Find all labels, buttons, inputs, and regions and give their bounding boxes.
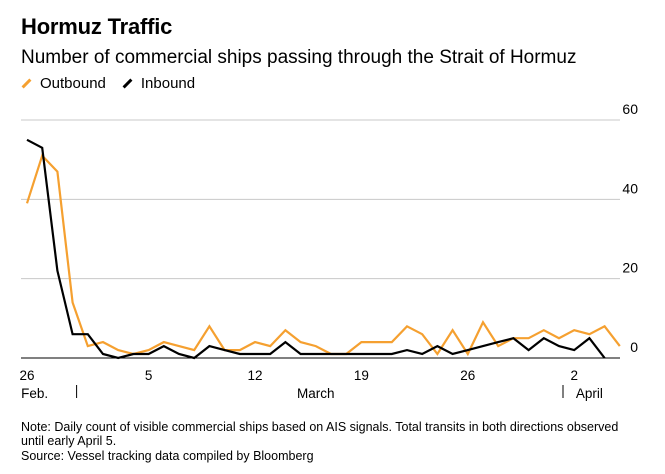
chart-source: Source: Vessel tracking data compiled by… [21, 449, 314, 463]
chart-note: Note: Daily count of visible commercial … [21, 420, 619, 448]
month-label: March [297, 386, 335, 401]
legend-label-inbound: Inbound [140, 75, 196, 92]
x-tick-label: 5 [145, 368, 153, 383]
legend-item-inbound: Inbound [122, 75, 195, 92]
chart-area: 0 20 40 60 26 5 12 19 26 2 Feb. March April [19, 101, 638, 401]
chart-subtitle: Number of commercial ships passing throu… [21, 47, 577, 68]
x-tick-label: 12 [247, 368, 262, 383]
legend: Outbound Inbound [21, 75, 211, 92]
chart-title: Hormuz Traffic [21, 14, 173, 39]
y-tick-label-0: 0 [630, 339, 638, 355]
month-label: Feb. [21, 386, 48, 401]
y-tick-label-60: 60 [622, 101, 638, 117]
legend-swatch-outbound [21, 78, 32, 89]
series-line-outbound [25, 153, 621, 357]
x-tick-label: 26 [460, 368, 475, 383]
legend-label-outbound: Outbound [40, 75, 106, 92]
y-tick-label-20: 20 [622, 260, 638, 276]
series-line-inbound [26, 138, 606, 360]
y-tick-label-40: 40 [622, 180, 638, 196]
legend-swatch-inbound [122, 78, 133, 89]
x-tick-label: 19 [354, 368, 369, 383]
month-label: April [576, 386, 603, 401]
legend-item-outbound: Outbound [21, 75, 106, 92]
x-tick-label: 26 [19, 368, 34, 383]
x-tick-label: 2 [570, 368, 578, 383]
